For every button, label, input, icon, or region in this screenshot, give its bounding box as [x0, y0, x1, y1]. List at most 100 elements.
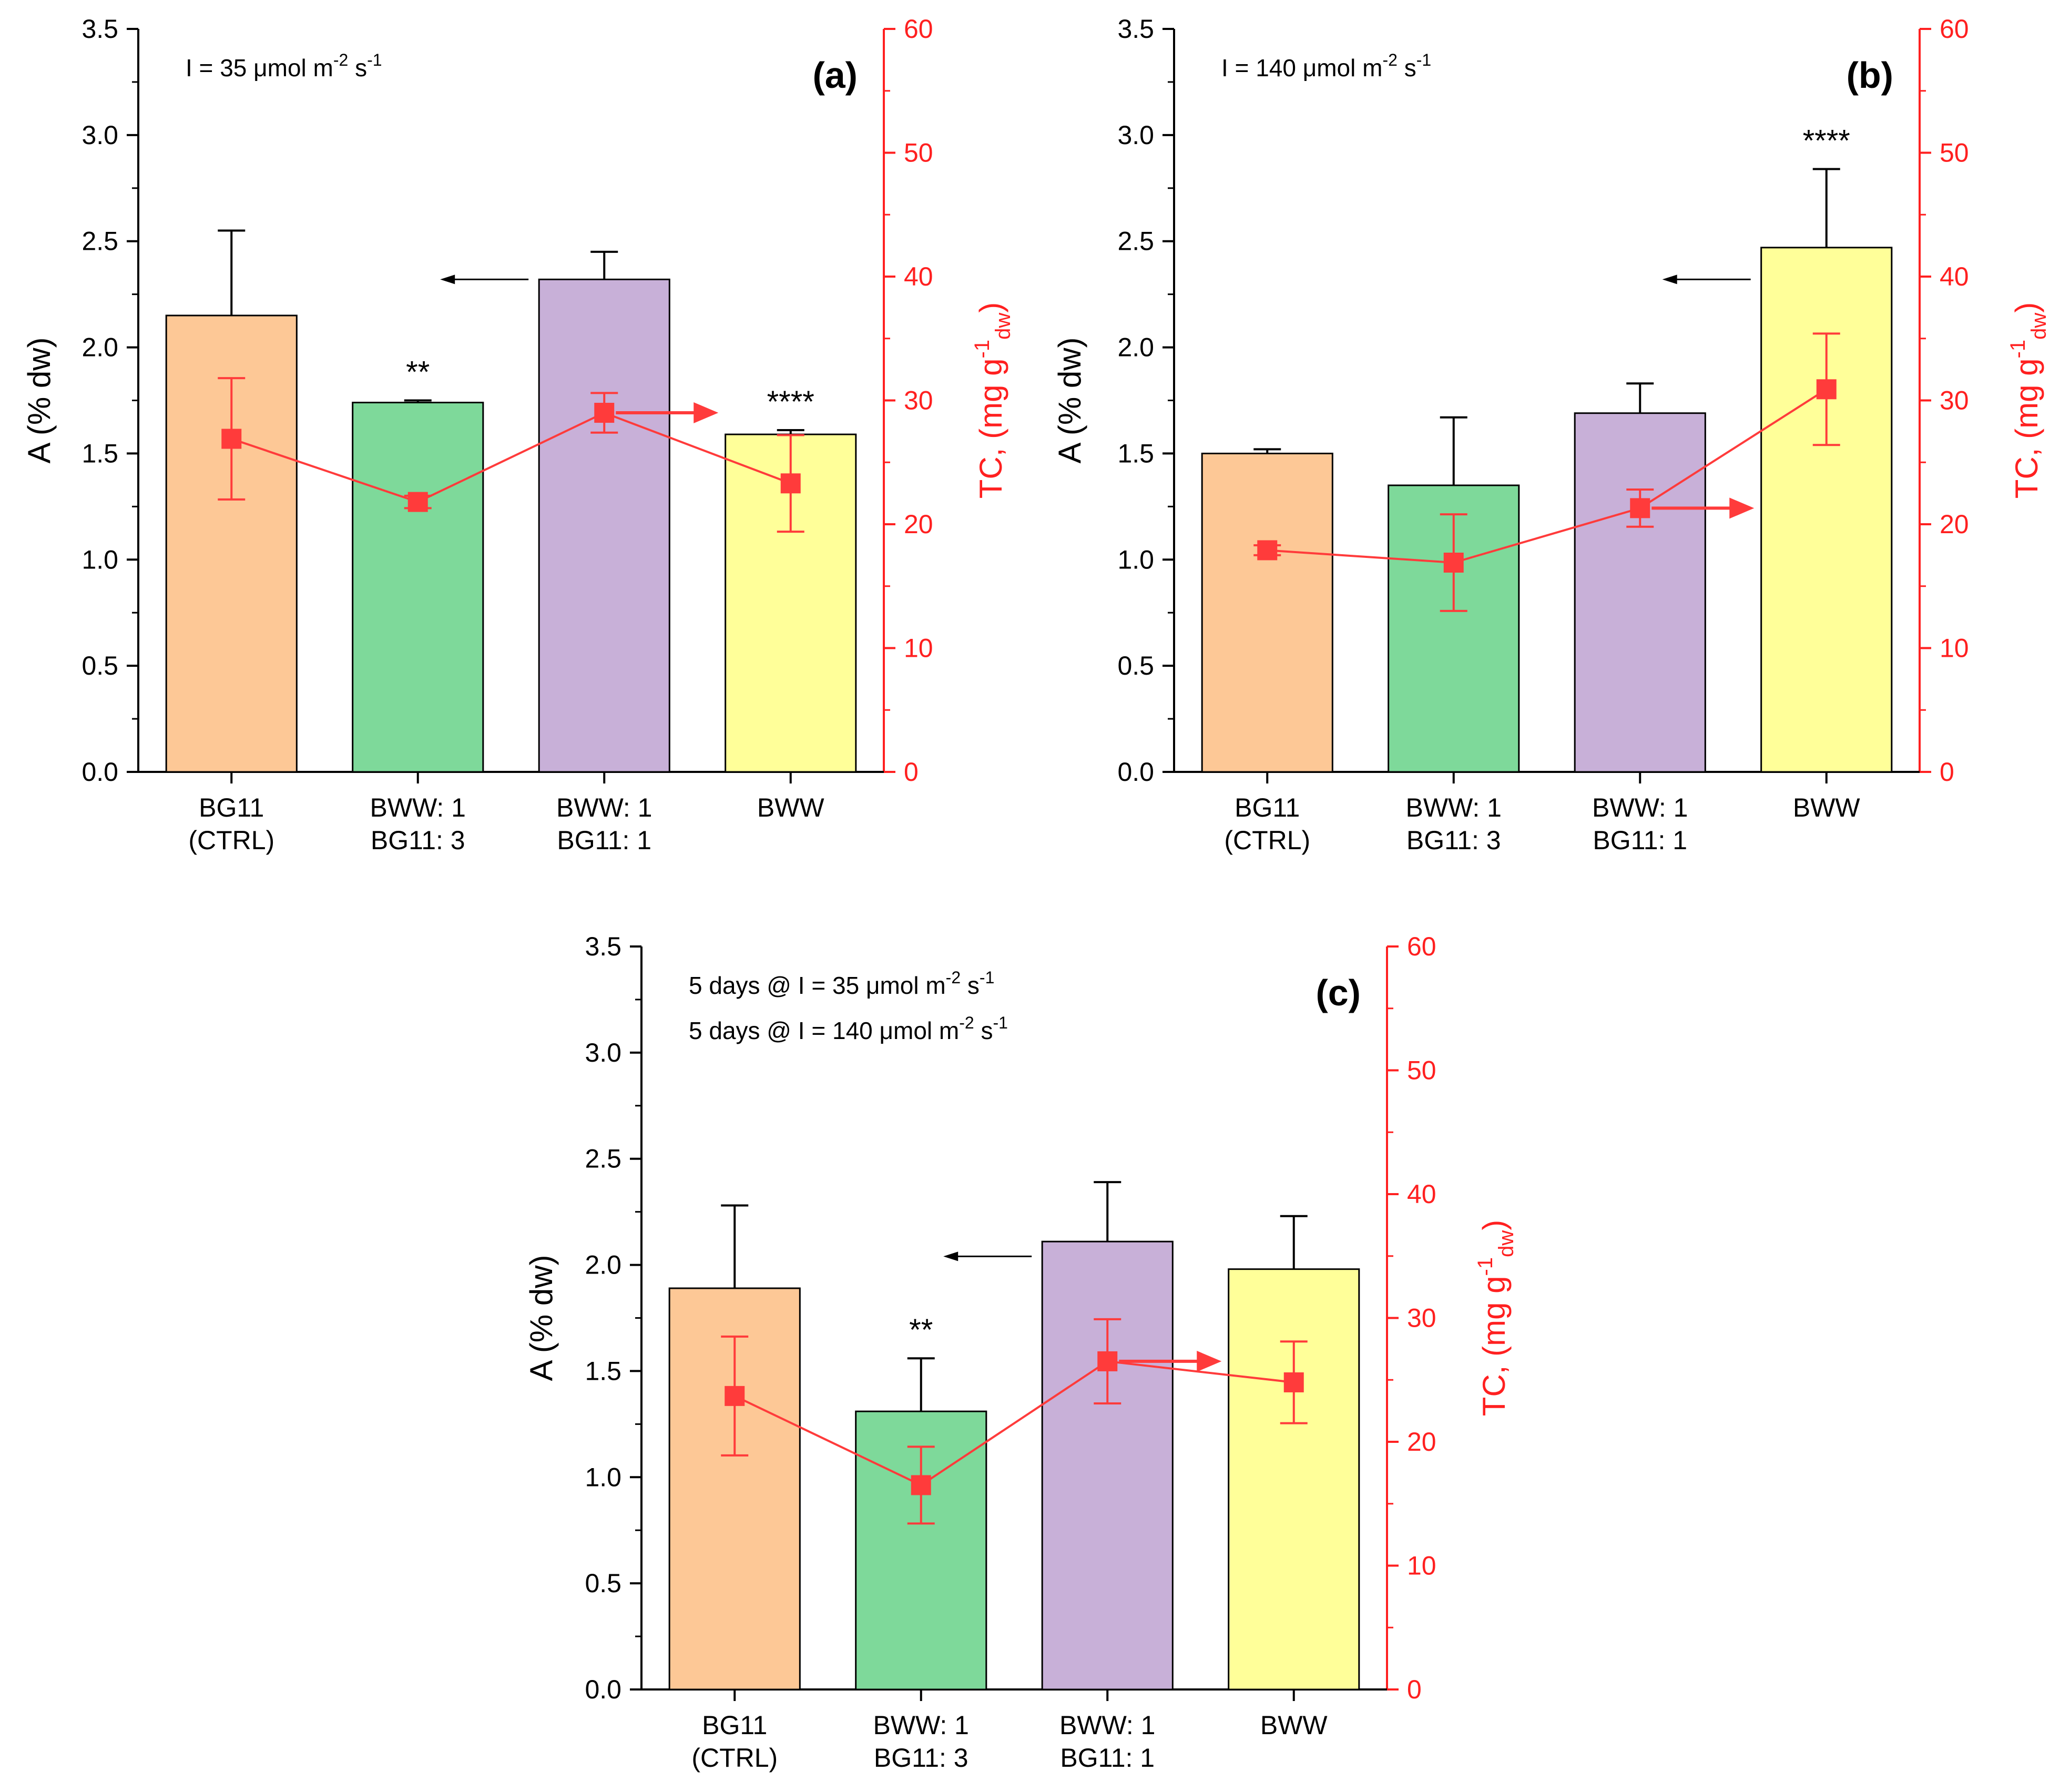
category-label: BWW: [1260, 1710, 1328, 1740]
category-label: (CTRL): [188, 826, 274, 855]
left-tick-label: 2.5: [585, 1144, 621, 1174]
right-tick-label: 30: [1940, 386, 1969, 415]
left-tick-label: 2.0: [585, 1250, 621, 1280]
tc-marker-3: [594, 403, 615, 423]
bar-4: [1228, 1268, 1360, 1691]
left-tick-label: 1.0: [585, 1462, 621, 1492]
irradiance-note: I = 35 μmol m-2 s-1: [186, 50, 382, 82]
left-tick-label: 3.0: [1117, 120, 1154, 150]
left-tick-label: 1.0: [1117, 545, 1154, 574]
left-tick-label: 2.5: [81, 227, 118, 256]
right-tick-label: 20: [1407, 1427, 1436, 1457]
bar-2: [352, 402, 484, 773]
tc-marker-4: [780, 473, 801, 494]
category-label: BWW: [1793, 793, 1861, 822]
left-axis-arrow-head: [440, 274, 455, 284]
right-tick-label: 60: [1940, 14, 1969, 44]
category-label: BG11: [702, 1710, 767, 1740]
right-tick-label: 50: [1407, 1056, 1436, 1085]
tc-marker-2: [407, 492, 428, 512]
left-tick-label: 3.0: [81, 120, 118, 150]
category-label: BG11: 3: [874, 1743, 968, 1773]
tc-marker-4: [1816, 379, 1837, 400]
right-tick-label: 0: [1940, 757, 1954, 787]
category-label: BG11: 3: [371, 826, 465, 855]
right-tick-label: 0: [1407, 1675, 1422, 1704]
left-tick-label: 3.0: [585, 1038, 621, 1067]
right-tick-label: 20: [1940, 510, 1969, 539]
left-tick-label: 0.5: [1117, 651, 1154, 680]
tc-line: [734, 1360, 1294, 1486]
chart-panel-3: 0.0 0.5 1.0 1.5 2.0 2.5 3.0 3.5 0 10 20 30 40 50 60 ** B…: [524, 932, 1518, 1773]
right-axis-arrow-head: [694, 402, 719, 424]
right-axis-title: TC, (mg g-1dw): [971, 302, 1015, 498]
left-tick-label: 0.0: [585, 1675, 621, 1704]
right-tick-label: 60: [1407, 932, 1436, 961]
irradiance-note: 5 days @ I = 35 μmol m-2 s-1: [689, 968, 994, 999]
bar-3: [1041, 1240, 1174, 1691]
category-label: BG11: [1235, 793, 1300, 822]
panel-label: (a): [812, 55, 858, 96]
irradiance-note: I = 140 μmol m-2 s-1: [1221, 50, 1431, 82]
category-label: BG11: 1: [1060, 1743, 1155, 1773]
significance-label: **: [909, 1313, 933, 1347]
category-label: BG11: 1: [1593, 826, 1687, 855]
category-label: BWW: 1: [556, 793, 652, 822]
left-axis-title: A (% dw): [22, 337, 57, 463]
left-axis-arrow-head: [1662, 274, 1677, 284]
tc-marker-3: [1097, 1351, 1118, 1371]
category-label: (CTRL): [691, 1743, 778, 1773]
panel-label: (c): [1316, 972, 1361, 1013]
left-tick-label: 2.5: [1117, 227, 1154, 256]
right-tick-label: 60: [904, 14, 933, 44]
category-label: BWW: 1: [370, 793, 466, 822]
category-label: BWW: 1: [873, 1710, 969, 1740]
left-tick-label: 0.5: [585, 1569, 621, 1598]
category-label: BWW: 1: [1592, 793, 1688, 822]
right-axis-title: TC, (mg g-1dw): [2006, 302, 2051, 498]
right-axis-arrow-head: [1197, 1350, 1222, 1372]
right-tick-label: 20: [904, 510, 933, 539]
category-label: BG11: 1: [557, 826, 651, 855]
left-tick-label: 2.0: [81, 333, 118, 362]
category-label: BG11: [199, 793, 264, 822]
left-tick-label: 1.5: [585, 1356, 621, 1386]
left-tick-label: 1.5: [1117, 439, 1154, 468]
right-axis-arrow-head: [1729, 497, 1755, 519]
tc-marker-1: [1257, 540, 1278, 561]
bar-1: [668, 1287, 801, 1691]
left-tick-label: 1.0: [81, 545, 118, 574]
left-axis-arrow-head: [943, 1251, 958, 1261]
right-tick-label: 10: [1940, 634, 1969, 663]
right-axis-title: TC, (mg g-1dw): [1474, 1220, 1518, 1416]
category-label: BWW: 1: [1406, 793, 1502, 822]
left-axis-title: A (% dw): [524, 1255, 559, 1381]
left-tick-label: 3.5: [1117, 14, 1154, 44]
tc-line: [231, 411, 791, 503]
left-tick-label: 3.5: [81, 14, 118, 44]
right-tick-label: 40: [1407, 1179, 1436, 1209]
category-label: (CTRL): [1224, 826, 1310, 855]
tc-marker-1: [725, 1386, 745, 1406]
left-tick-label: 0.0: [81, 757, 118, 787]
right-tick-label: 0: [904, 757, 919, 787]
left-tick-label: 2.0: [1117, 333, 1154, 362]
significance-label: **: [406, 355, 430, 390]
chart-panel-1: 0.00.51.01.52.02.53.03.50102030405060***…: [22, 14, 1015, 855]
left-tick-label: 0.5: [81, 651, 118, 680]
bar-3: [538, 278, 670, 773]
left-tick-label: 0.0: [1117, 757, 1154, 787]
bar-4: [1760, 247, 1893, 773]
category-label: BG11: 3: [1406, 826, 1501, 855]
category-label: BWW: 1: [1059, 1710, 1155, 1740]
category-label: BWW: [757, 793, 825, 822]
tc-marker-2: [1443, 553, 1464, 573]
tc-marker-2: [911, 1475, 931, 1495]
bar-3: [1574, 412, 1706, 773]
right-tick-label: 40: [1940, 262, 1969, 291]
left-tick-label: 1.5: [81, 439, 118, 468]
bar-1: [1201, 452, 1333, 773]
right-tick-label: 50: [904, 138, 933, 168]
right-tick-label: 30: [904, 386, 933, 415]
right-tick-label: 40: [904, 262, 933, 291]
